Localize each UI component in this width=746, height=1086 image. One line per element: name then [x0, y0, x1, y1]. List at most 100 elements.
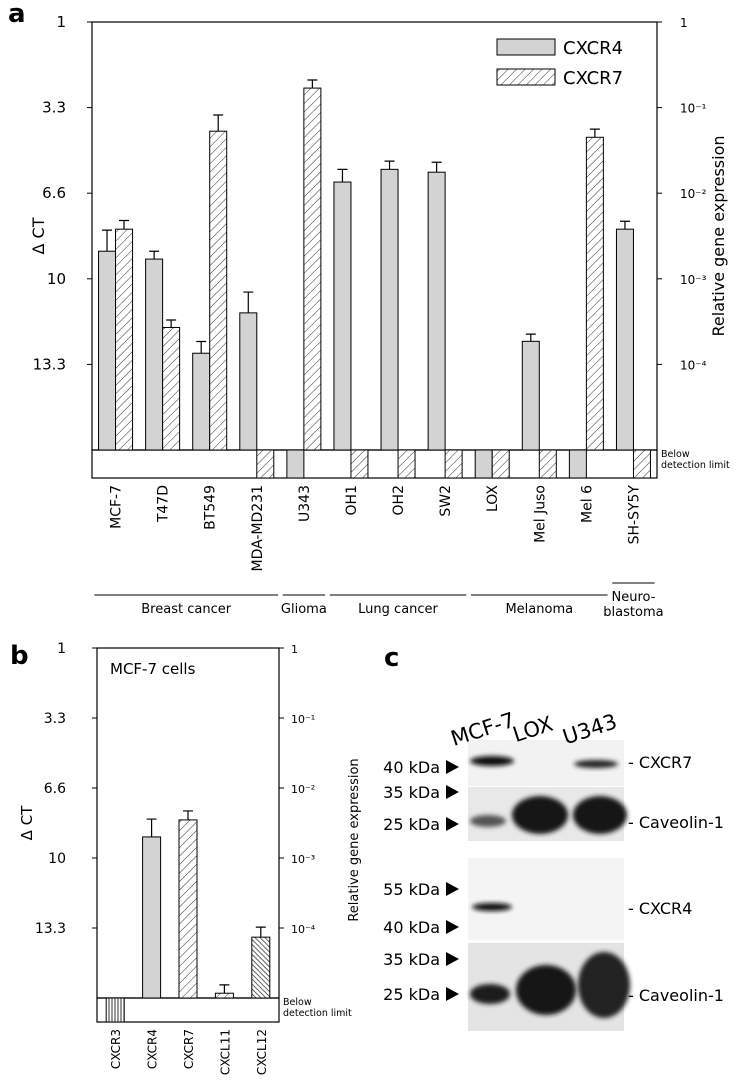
bar: [214, 992, 234, 999]
error-bar: [384, 160, 395, 170]
y-tick-label: 10: [47, 270, 66, 288]
chart-title: MCF-7 cells: [110, 660, 196, 678]
error-bar: [589, 128, 600, 138]
bar: [98, 250, 117, 451]
protein-label: - CXCR4: [628, 899, 692, 918]
y2-axis-title: Relative gene expression: [709, 136, 728, 337]
below-detection-box: [632, 449, 651, 479]
bar: [115, 228, 134, 451]
blot-side-label: Relative gene expression: [347, 758, 362, 921]
y2-tick-label: 10⁻³: [680, 273, 707, 287]
bar: [178, 819, 198, 999]
x-tick-label: CXCR7: [182, 1029, 196, 1069]
x-tick-label: U343: [297, 485, 313, 522]
below-detection-box: [538, 449, 557, 479]
error-bar: [149, 250, 160, 260]
y-tick-label: 6.6: [42, 184, 66, 202]
x-tick-label: CXCL12: [255, 1029, 269, 1075]
panel-label: c: [384, 643, 399, 673]
size-marker: 25 kDa: [383, 985, 440, 1004]
y2-tick-label: 1: [680, 16, 688, 30]
blot-image: [468, 740, 630, 1031]
error-bar: [213, 114, 224, 132]
y-tick-label: 3.3: [42, 99, 66, 117]
y2-tick-label: 10⁻¹: [291, 713, 315, 726]
bar: [239, 312, 258, 451]
marker-arrow: [446, 817, 459, 831]
error-bar: [255, 926, 266, 938]
bar: [585, 136, 604, 451]
detection-note: Below detection limit: [661, 449, 730, 471]
y-tick-label: 13.3: [35, 921, 66, 937]
bar: [145, 258, 164, 451]
group-label: Lung cancer: [358, 602, 438, 617]
protein-label: - CXCR7: [628, 753, 692, 772]
marker-arrow: [446, 920, 459, 934]
x-tick-label: SH-SY5Y: [626, 485, 642, 545]
group-label: Glioma: [281, 602, 327, 617]
size-marker: 40 kDa: [383, 758, 440, 777]
error-bar: [119, 219, 130, 230]
size-marker: 35 kDa: [383, 950, 440, 969]
group-label: Breast cancer: [141, 602, 231, 617]
y-tick-label: 13.3: [33, 355, 66, 373]
below-detection-box: [491, 449, 510, 479]
bar: [162, 326, 181, 451]
marker-arrow: [446, 760, 459, 774]
bar: [521, 340, 540, 451]
bar: [209, 130, 228, 451]
x-tick-label: OH1: [344, 485, 360, 515]
size-marker: 35 kDa: [383, 783, 440, 802]
legend-label: CXCR7: [563, 68, 623, 89]
y2-tick-label: 1: [291, 643, 298, 656]
y-axis-title: Δ CT: [18, 805, 36, 841]
x-tick-label: Mel Juso: [532, 485, 548, 543]
group-label: Neuro-blastoma: [603, 590, 663, 620]
error-bar: [219, 984, 230, 994]
below-detection-box: [286, 449, 305, 479]
error-bar: [183, 810, 193, 820]
protein-label: - Caveolin-1: [628, 986, 724, 1005]
x-tick-label: CXCL11: [218, 1029, 232, 1075]
error-bar: [337, 168, 348, 183]
below-detection-box: [105, 997, 125, 1023]
x-tick-label: SW2: [438, 485, 454, 517]
error-bar: [431, 161, 442, 173]
y-tick-label: 6.6: [44, 781, 66, 797]
marker-arrow: [446, 952, 459, 966]
error-bar: [525, 333, 536, 342]
y2-tick-label: 10⁻²: [291, 783, 315, 796]
error-bar: [166, 319, 177, 328]
bar: [303, 87, 322, 451]
bar: [192, 352, 211, 451]
x-tick-label: BT549: [203, 485, 219, 530]
size-marker: 25 kDa: [383, 815, 440, 834]
group-label: Melanoma: [505, 602, 573, 617]
below-detection-box: [397, 449, 416, 479]
error-bar: [146, 818, 157, 837]
y-tick-label: 1: [56, 13, 66, 31]
x-tick-label: MCF-7: [109, 485, 125, 529]
below-detection-box: [350, 449, 369, 479]
error-bar: [619, 220, 630, 230]
bar: [251, 936, 271, 999]
marker-arrow: [446, 987, 459, 1001]
size-marker: 55 kDa: [383, 880, 440, 899]
error-bar: [243, 291, 254, 313]
x-tick-label: OH2: [391, 485, 407, 515]
bar: [142, 836, 162, 999]
size-marker: 40 kDa: [383, 918, 440, 937]
marker-arrow: [446, 785, 459, 799]
y-tick-label: 3.3: [44, 711, 66, 727]
x-tick-label: CXCR3: [109, 1029, 123, 1069]
panel-label: a: [8, 0, 26, 29]
y2-tick-label: 10⁻²: [680, 187, 707, 201]
bar: [427, 171, 446, 451]
y-axis-title: Δ CT: [29, 217, 48, 254]
marker-arrow: [446, 882, 459, 896]
y2-tick-label: 10⁻⁴: [680, 358, 707, 372]
x-tick-label: MDA-MD231: [250, 485, 266, 572]
x-tick-label: T47D: [156, 485, 172, 523]
